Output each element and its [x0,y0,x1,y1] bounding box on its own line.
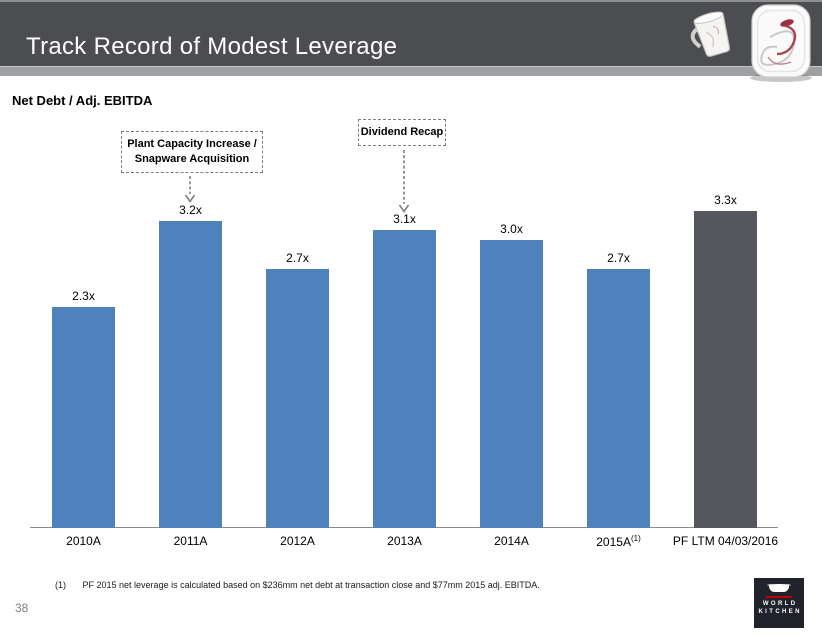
slide-title: Track Record of Modest Leverage [26,33,398,60]
annotation-plant-capacity: Plant Capacity Increase / Snapware Acqui… [121,131,263,173]
logo-text-world: WORLD [762,601,798,607]
annotation-text-line1: Plant Capacity Increase / [127,138,257,150]
annotation-arrow-plant [184,176,196,203]
bar-2015a [587,269,650,528]
x-axis-category-label: PF LTM 04/03/2016 [672,534,779,548]
bar-2012a [266,269,329,528]
dishware-graphic [690,4,812,82]
bar-value-label: 3.0x [500,222,523,236]
annotation-arrow-dividend [398,150,410,213]
annotation-text-line2: Snapware Acquisition [134,153,250,165]
bar-value-label: 2.7x [286,251,309,265]
bowl-icon [767,584,791,592]
footnote: (1) PF 2015 net leverage is calculated b… [55,580,540,590]
x-axis-category-label: 2015A(1) [596,534,641,549]
annotation-dividend-recap: Dividend Recap [358,119,446,146]
x-axis-category-label: 2012A [280,534,315,548]
bar-pf-ltm-04-03-2016 [694,211,757,528]
x-axis-category-label: 2013A [387,534,422,548]
bar-value-label: 3.3x [714,193,737,207]
x-axis-category-label: 2014A [494,534,529,548]
mug-icon [690,11,731,57]
logo-text-kitchen: KITCHEN [758,609,802,615]
bar-value-label: 3.2x [179,203,202,217]
x-axis-category-label: 2011A [173,534,208,548]
footnote-marker: (1) [55,580,66,590]
logo-red-line [766,596,792,598]
header-strip [0,66,822,76]
bar-value-label: 3.1x [393,212,416,226]
bar-2014a [480,240,543,528]
page-number: 38 [15,601,29,615]
bar-2010a [52,307,115,528]
bar-value-label: 2.3x [72,289,95,303]
world-kitchen-logo: WORLD KITCHEN [754,578,804,628]
footnote-text: PF 2015 net leverage is calculated based… [82,580,540,590]
annotation-text: Dividend Recap [360,126,444,138]
plate-icon [750,4,812,82]
x-axis-category-label: 2010A [66,534,101,548]
slide-header-band: Track Record of Modest Leverage [0,0,822,66]
bar-2013a [373,230,436,528]
bar-2011a [159,221,222,528]
bar-value-label: 2.7x [607,251,630,265]
chart-title: Net Debt / Adj. EBITDA [12,93,153,108]
